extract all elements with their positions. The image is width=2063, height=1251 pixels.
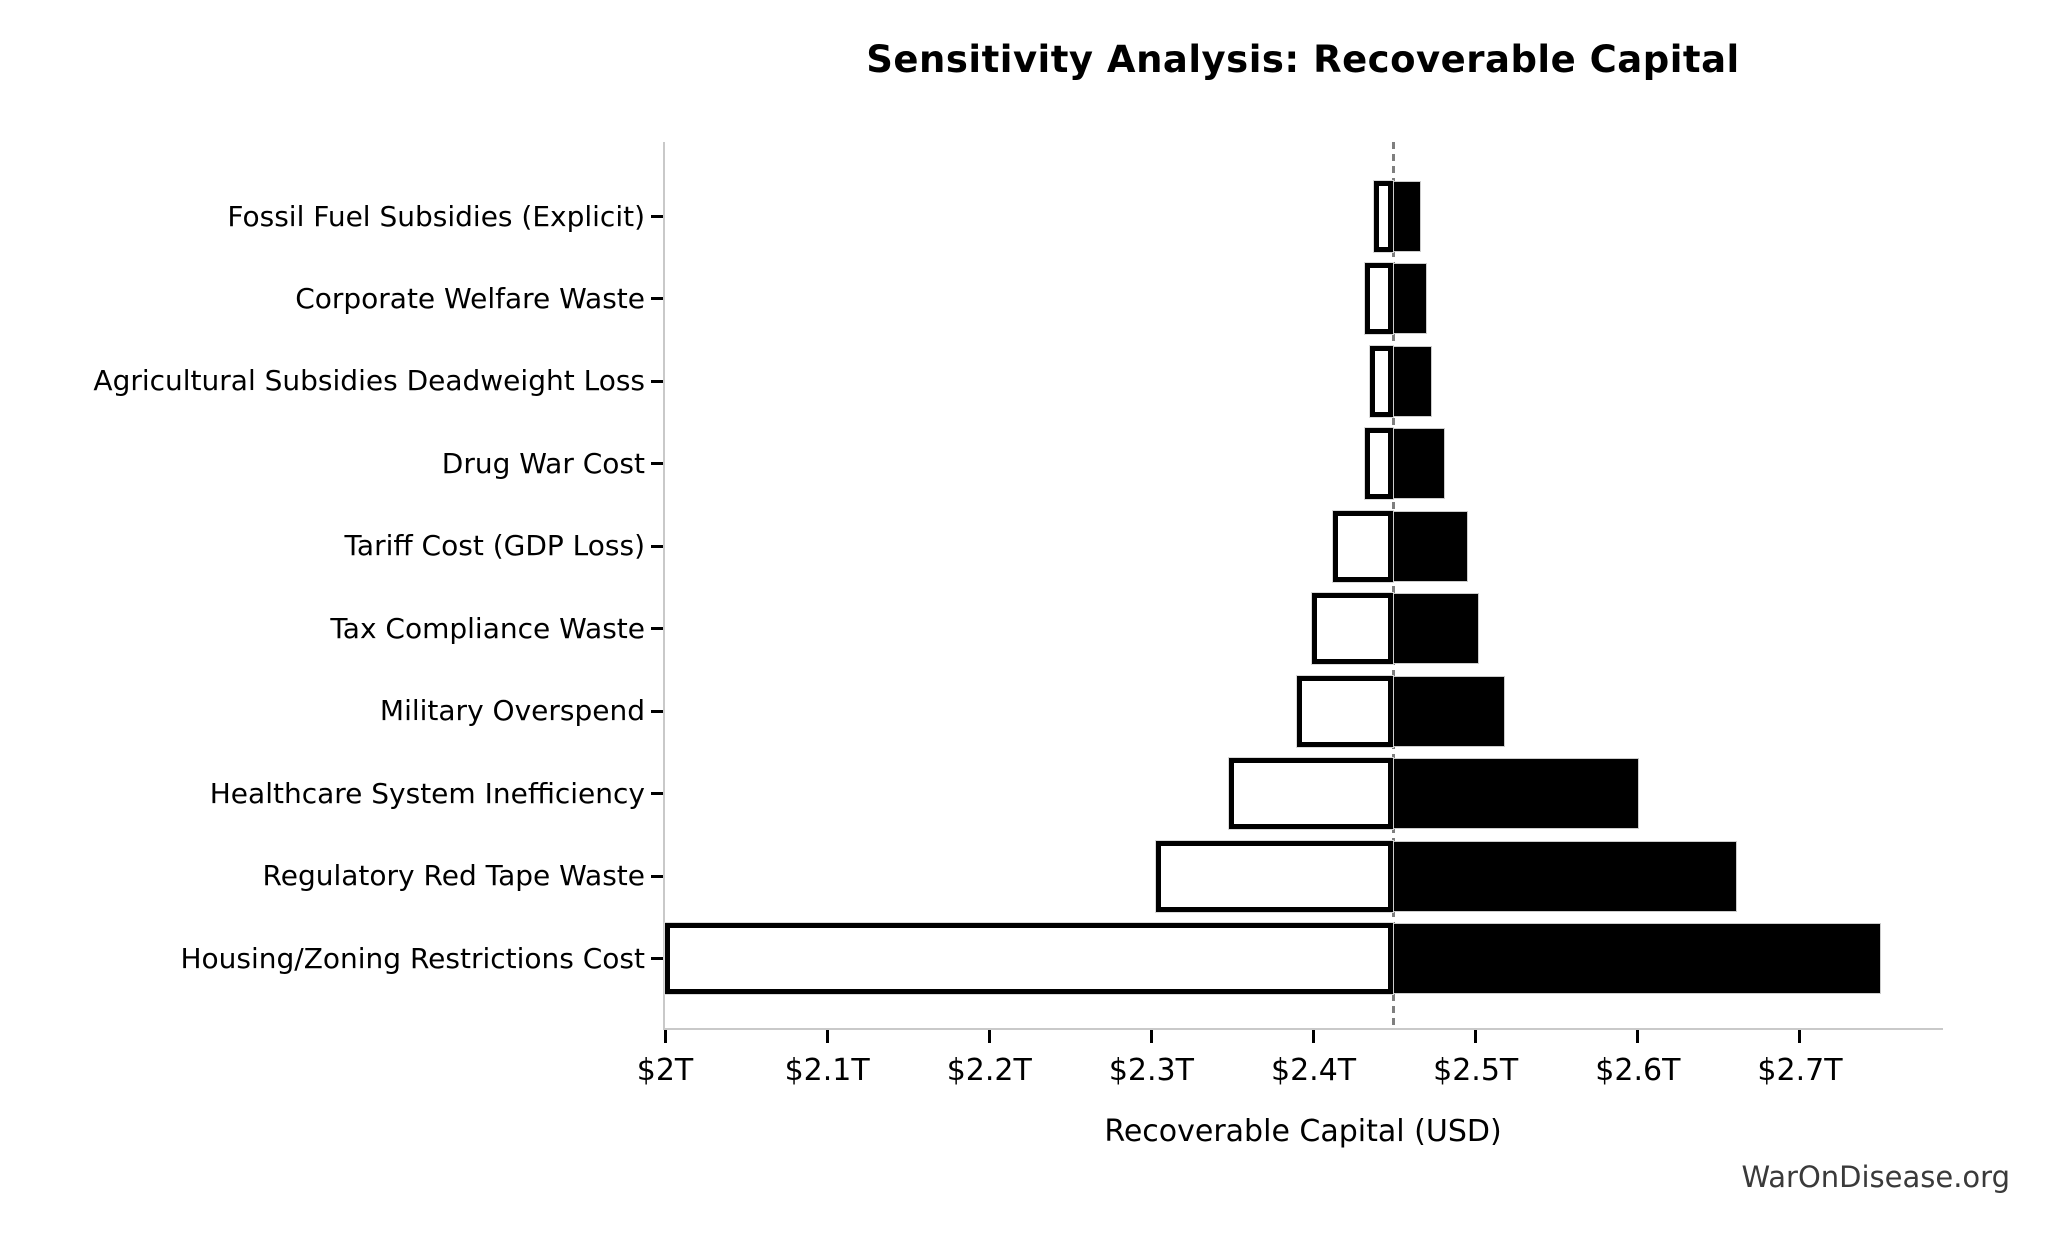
x-tick-mark [663, 1030, 667, 1043]
x-tick-label: $2T [636, 1053, 694, 1088]
bar-low-segment [1370, 345, 1393, 417]
bar-high-segment [1393, 345, 1432, 417]
bar-low-segment [1229, 758, 1393, 830]
y-tick-label: Regulatory Red Tape Waste [262, 859, 645, 893]
bar-high-segment [1393, 428, 1445, 500]
bar-high-segment [1393, 758, 1640, 830]
bar-low-segment [1297, 675, 1393, 747]
y-tick-mark [651, 627, 663, 631]
y-tick-label: Tariff Cost (GDP Loss) [344, 529, 645, 563]
y-tick-label: Healthcare System Inefficiency [209, 776, 645, 810]
bar-low-segment [665, 923, 1393, 995]
y-tick-mark [651, 792, 663, 796]
y-tick-mark [651, 462, 663, 466]
x-tick-mark [1149, 1030, 1153, 1043]
chart-title: Sensitivity Analysis: Recoverable Capita… [866, 38, 1740, 81]
base-case-dashed-line [1391, 142, 1395, 1029]
y-tick-label: Housing/Zoning Restrictions Cost [180, 941, 645, 975]
x-tick-mark [987, 1030, 991, 1043]
y-tick-mark [651, 709, 663, 713]
bar-low-segment [1365, 428, 1393, 500]
x-axis-title: Recoverable Capital (USD) [1104, 1114, 1502, 1149]
x-tick-label: $2.3T [1108, 1053, 1194, 1088]
bar-low-segment [1156, 840, 1393, 912]
x-tick-mark [1312, 1030, 1316, 1043]
x-tick-label: $2.1T [784, 1053, 870, 1088]
x-tick-label: $2.5T [1433, 1053, 1519, 1088]
y-tick-mark [651, 957, 663, 961]
y-tick-mark [651, 379, 663, 383]
bar-high-segment [1393, 923, 1882, 995]
y-tick-label: Drug War Cost [441, 446, 645, 480]
y-tick-label: Fossil Fuel Subsidies (Explicit) [227, 199, 645, 233]
x-tick-label: $2.7T [1757, 1053, 1843, 1088]
x-tick-mark [1474, 1030, 1478, 1043]
bar-high-segment [1393, 510, 1468, 582]
bar-low-segment [1311, 593, 1393, 665]
bar-high-segment [1393, 181, 1421, 252]
x-tick-mark [825, 1030, 829, 1043]
x-axis-spine [663, 1028, 1943, 1030]
y-tick-label: Tax Compliance Waste [330, 611, 645, 645]
y-tick-mark [651, 874, 663, 878]
bar-high-segment [1393, 675, 1505, 747]
x-tick-mark [1798, 1030, 1802, 1043]
x-tick-mark [1636, 1030, 1640, 1043]
bar-high-segment [1393, 840, 1737, 912]
bar-low-segment [1373, 181, 1393, 252]
bar-high-segment [1393, 593, 1479, 665]
x-tick-label: $2.2T [946, 1053, 1032, 1088]
y-tick-label: Corporate Welfare Waste [295, 281, 645, 315]
watermark-text: WarOnDisease.org [1741, 1160, 2010, 1194]
y-tick-mark [651, 544, 663, 548]
bar-low-segment [1365, 263, 1393, 335]
x-tick-label: $2.6T [1595, 1053, 1681, 1088]
y-tick-mark [651, 215, 663, 218]
x-tick-label: $2.4T [1270, 1053, 1357, 1088]
bar-low-segment [1333, 510, 1393, 582]
y-tick-mark [651, 297, 663, 301]
y-tick-label: Military Overspend [379, 694, 645, 728]
y-axis-spine [663, 142, 665, 1030]
bar-high-segment [1393, 263, 1428, 335]
y-tick-label: Agricultural Subsidies Deadweight Loss [93, 364, 645, 398]
